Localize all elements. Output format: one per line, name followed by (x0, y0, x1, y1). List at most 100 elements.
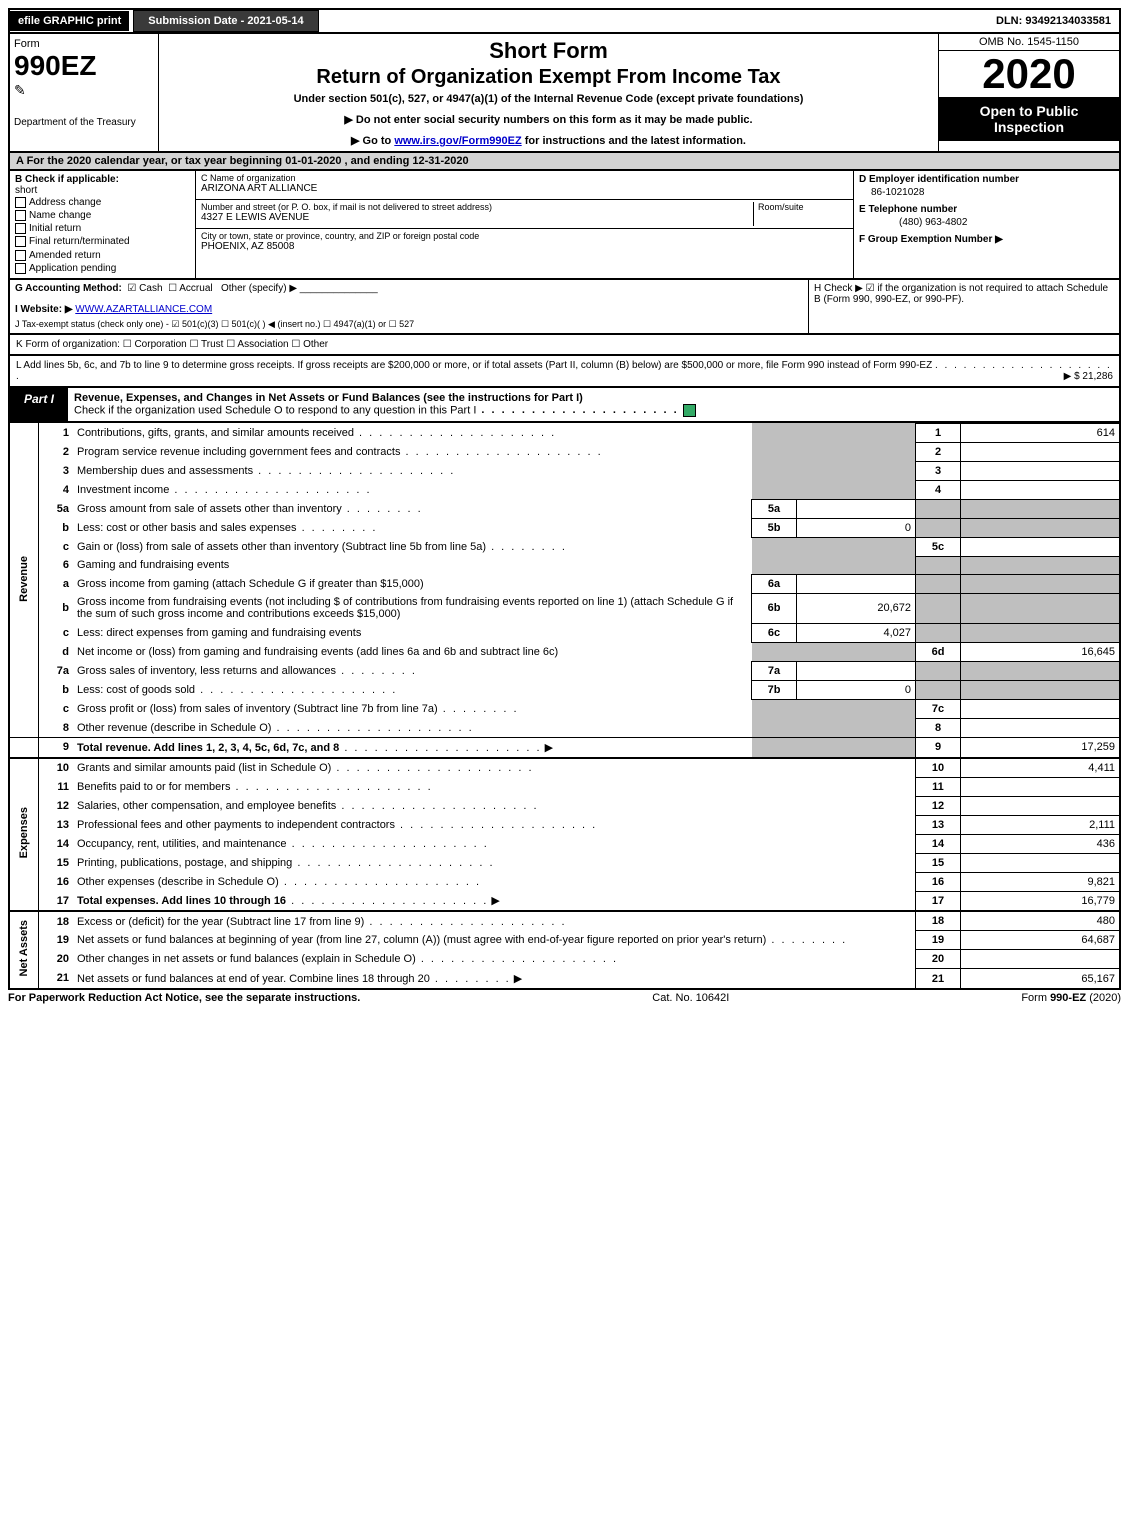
l21-on: 21 (916, 969, 961, 989)
l17-num: 17 (39, 891, 74, 911)
l8-on: 8 (916, 718, 961, 737)
l8-desc: Other revenue (describe in Schedule O) (77, 722, 271, 734)
l9-num: 9 (39, 737, 74, 758)
l14-desc: Occupancy, rent, utilities, and maintena… (77, 838, 287, 850)
l18-ov: 480 (961, 911, 1121, 931)
l7c-desc: Gross profit or (loss) from sales of inv… (77, 703, 438, 715)
l2-ov (961, 442, 1121, 461)
chk-final[interactable]: Final return/terminated (29, 237, 130, 248)
l6a-desc: Gross income from gaming (attach Schedul… (77, 578, 424, 590)
l13-on: 13 (916, 815, 961, 834)
website-link[interactable]: WWW.AZARTALLIANCE.COM (75, 304, 212, 315)
l13-num: 13 (39, 815, 74, 834)
l4-num: 4 (39, 480, 74, 499)
phone-value: (480) 963-4802 (859, 215, 1114, 234)
l20-ov (961, 950, 1121, 969)
tax-period-row: A For the 2020 calendar year, or tax yea… (8, 153, 1121, 171)
l6b-desc: Gross income from fundraising events (no… (77, 596, 733, 620)
l16-num: 16 (39, 872, 74, 891)
l9-desc: Total revenue. Add lines 1, 2, 3, 4, 5c,… (77, 742, 339, 754)
open-public-inspection: Open to Public Inspection (939, 97, 1119, 141)
l10-on: 10 (916, 758, 961, 778)
phone-label: E Telephone number (859, 204, 1114, 215)
part1-title: Revenue, Expenses, and Changes in Net As… (74, 392, 583, 404)
l3-num: 3 (39, 461, 74, 480)
box-def: D Employer identification number 86-1021… (854, 171, 1119, 278)
goto-post: for instructions and the latest informat… (522, 135, 746, 147)
l6d-on: 6d (916, 642, 961, 661)
omb-number: OMB No. 1545-1150 (939, 34, 1119, 51)
l4-desc: Investment income (77, 484, 169, 496)
l6-num: 6 (39, 556, 74, 574)
group-exemption-label: F Group Exemption Number ▶ (859, 234, 1114, 245)
chk-initial[interactable]: Initial return (29, 223, 81, 234)
l7a-in: 7a (752, 661, 797, 680)
org-name-label: C Name of organization (201, 173, 848, 183)
ssn-note: ▶ Do not enter social security numbers o… (165, 113, 932, 126)
submission-date-button[interactable]: Submission Date - 2021-05-14 (133, 10, 318, 32)
chk-pending[interactable]: Application pending (29, 263, 116, 274)
l11-num: 11 (39, 777, 74, 796)
l7b-desc: Less: cost of goods sold (77, 684, 195, 696)
l5b-in: 5b (752, 518, 797, 537)
ein-value: 86-1021028 (859, 185, 1114, 204)
l14-num: 14 (39, 834, 74, 853)
l7b-num: b (39, 680, 74, 699)
l12-ov (961, 796, 1121, 815)
form-header: Form 990EZ ✎ Department of the Treasury … (8, 34, 1121, 153)
l1-num: 1 (39, 423, 74, 442)
row-k: K Form of organization: ☐ Corporation ☐ … (8, 335, 1121, 356)
row-j: J Tax-exempt status (check only one) - ☑… (15, 319, 803, 330)
l3-on: 3 (916, 461, 961, 480)
chk-address[interactable]: Address change (29, 197, 101, 208)
l6c-iv: 4,027 (797, 623, 916, 642)
form-number: 990EZ (14, 50, 154, 82)
l13-desc: Professional fees and other payments to … (77, 819, 395, 831)
l17-ov: 16,779 (961, 891, 1121, 911)
l17-on: 17 (916, 891, 961, 911)
l6a-in: 6a (752, 574, 797, 593)
l19-ov: 64,687 (961, 931, 1121, 950)
l6b-iv: 20,672 (797, 593, 916, 623)
l16-on: 16 (916, 872, 961, 891)
l7a-num: 7a (39, 661, 74, 680)
l19-on: 19 (916, 931, 961, 950)
l6a-iv (797, 574, 916, 593)
irs-link[interactable]: www.irs.gov/Form990EZ (394, 135, 521, 147)
l7c-on: 7c (916, 699, 961, 718)
accounting-other[interactable]: Other (specify) ▶ (221, 283, 297, 294)
l5c-desc: Gain or (loss) from sale of assets other… (77, 541, 486, 553)
l5a-desc: Gross amount from sale of assets other t… (77, 503, 342, 515)
row-h: H Check ▶ ☑ if the organization is not r… (814, 283, 1114, 305)
schedule-o-check[interactable] (683, 404, 696, 417)
l7a-iv (797, 661, 916, 680)
form-word: Form (14, 38, 154, 50)
short-form-title: Short Form (165, 38, 932, 64)
room-label: Room/suite (758, 202, 848, 212)
l2-on: 2 (916, 442, 961, 461)
l6d-desc: Net income or (loss) from gaming and fun… (77, 646, 558, 658)
l3-ov (961, 461, 1121, 480)
tax-year: 2020 (939, 51, 1119, 97)
l17-desc: Total expenses. Add lines 10 through 16 (77, 895, 286, 907)
accounting-accrual[interactable]: Accrual (179, 283, 212, 294)
l8-ov (961, 718, 1121, 737)
chk-amended[interactable]: Amended return (29, 250, 101, 261)
row-gh: G Accounting Method: ☑ Cash ☐ Accrual Ot… (8, 280, 1121, 335)
l11-on: 11 (916, 777, 961, 796)
l6-desc: Gaming and fundraising events (73, 556, 752, 574)
l5a-iv (797, 499, 916, 518)
l6b-num: b (39, 593, 74, 623)
l5a-in: 5a (752, 499, 797, 518)
l2-desc: Program service revenue including govern… (77, 446, 400, 458)
l18-num: 18 (39, 911, 74, 931)
l7c-ov (961, 699, 1121, 718)
l7c-num: c (39, 699, 74, 718)
chk-name[interactable]: Name change (29, 210, 91, 221)
box-b-title: B Check if applicable: (15, 174, 190, 185)
ein-label: D Employer identification number (859, 174, 1114, 185)
l14-ov: 436 (961, 834, 1121, 853)
l19-desc: Net assets or fund balances at beginning… (77, 934, 766, 946)
sidebar-revenue: Revenue (18, 556, 30, 602)
accounting-cash[interactable]: Cash (139, 283, 162, 294)
